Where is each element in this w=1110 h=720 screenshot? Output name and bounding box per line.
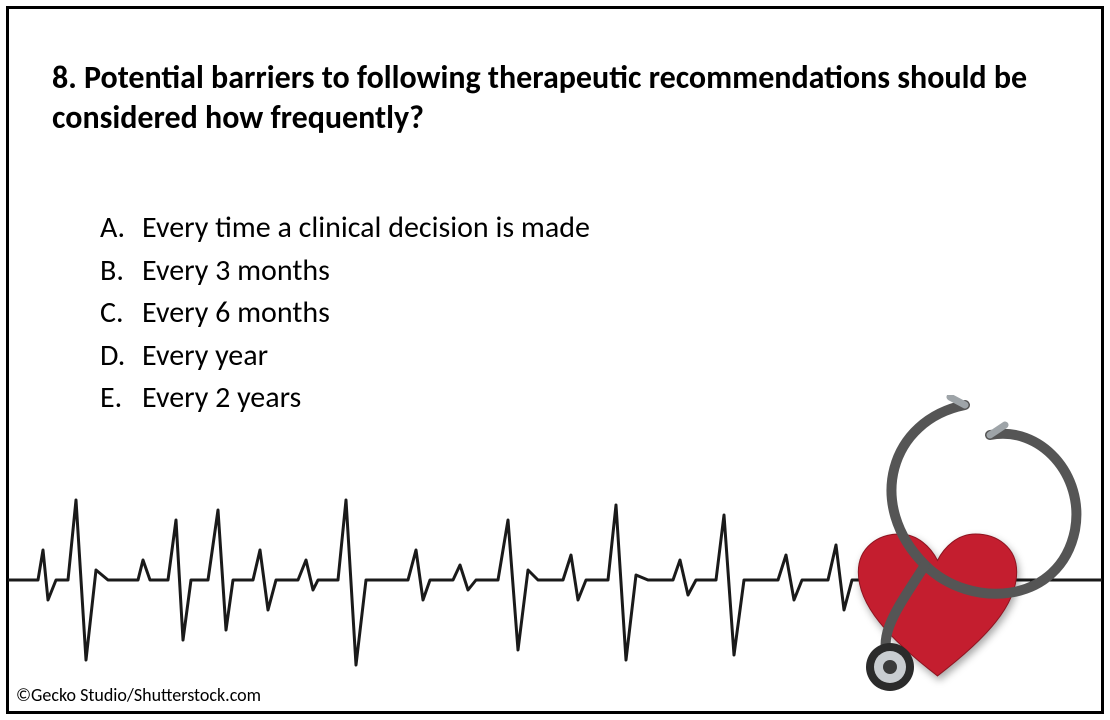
answers-list: A. Every time a clinical decision is mad… [100, 208, 590, 421]
answer-letter: B. [100, 251, 142, 292]
answer-text: Every 3 months [142, 251, 330, 292]
answer-option: E. Every 2 years [100, 378, 590, 419]
answer-letter: A. [100, 208, 142, 249]
question-number: 8. [52, 58, 77, 97]
question-block: 8. Potential barriers to following thera… [52, 58, 1058, 138]
answer-option: C. Every 6 months [100, 293, 590, 334]
answer-text: Every 2 years [142, 378, 301, 419]
answer-option: A. Every time a clinical decision is mad… [100, 208, 590, 249]
image-credit: ©Gecko Studio/Shutterstock.com [16, 684, 261, 706]
answer-letter: C. [100, 293, 142, 334]
answer-text: Every time a clinical decision is made [142, 208, 590, 249]
answer-letter: E. [100, 378, 142, 419]
answer-text: Every 6 months [142, 293, 330, 334]
question-body: Potential barriers to following therapeu… [52, 58, 1027, 137]
question-text: 8. Potential barriers to following thera… [52, 58, 1058, 138]
answer-text: Every year [142, 336, 268, 377]
answer-option: D. Every year [100, 336, 590, 377]
stethoscope-icon [830, 395, 1100, 705]
answer-letter: D. [100, 336, 142, 377]
answer-option: B. Every 3 months [100, 251, 590, 292]
